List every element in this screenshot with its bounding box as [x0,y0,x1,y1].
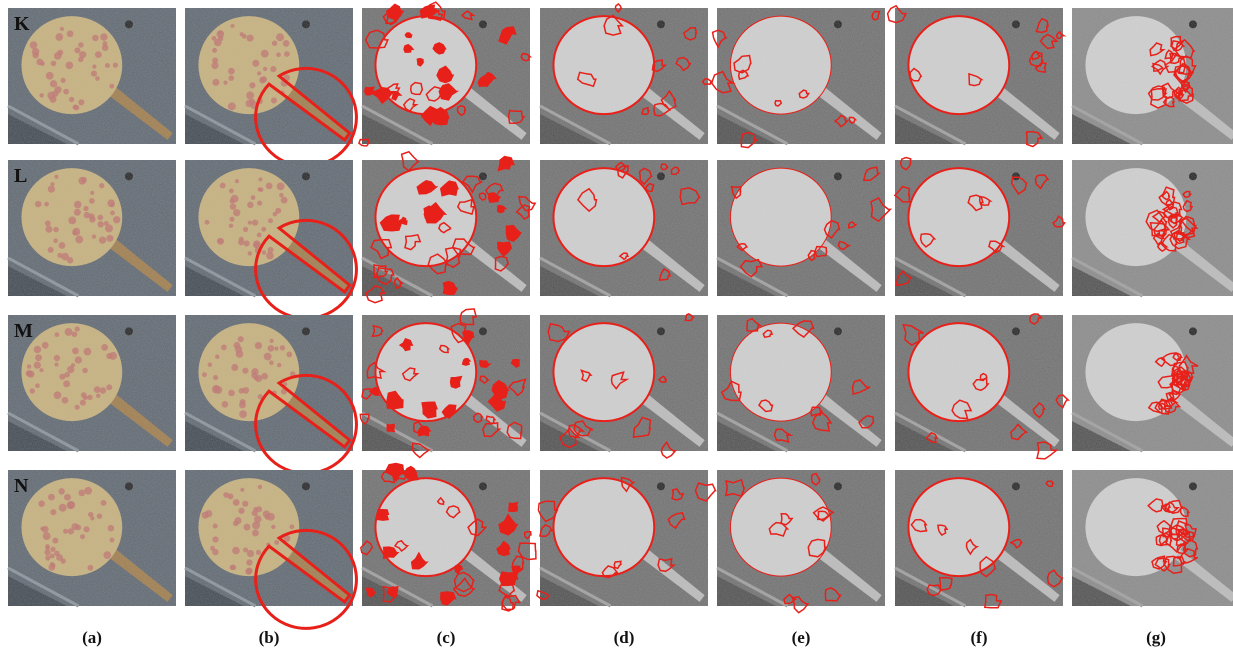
image-panel [888,6,1064,147]
grain [717,8,885,144]
row-label: M [14,320,33,342]
row-label: L [14,165,27,187]
image-panel [185,8,356,166]
column-label: (f) [971,628,988,647]
column-label: (d) [614,628,635,647]
grain [540,160,708,296]
image-panel [895,158,1065,297]
grain [8,315,176,451]
grain [185,315,353,451]
image-panel [8,8,176,144]
grain [1072,8,1233,144]
column-label: (c) [437,628,456,647]
grain [8,160,176,296]
image-panel [8,160,176,296]
column-label: (g) [1146,628,1166,647]
row-label: N [14,475,29,497]
image-panel [537,470,716,606]
image-panel [717,315,885,451]
grain [717,470,885,606]
image-panel [712,8,885,148]
image-panel [185,470,356,628]
image-panel [540,4,712,144]
column-label: (b) [259,628,280,647]
image-panel [8,470,176,606]
segmentation-contour [500,572,518,585]
segmentation-contour [367,588,375,596]
grain [717,160,885,296]
grain [540,8,708,144]
image-panel [360,309,530,458]
figure: K L M N (a) (b) (c) (d) (e) (f) (g) [0,0,1233,652]
segmentation-contour [418,426,430,435]
image-panel [895,470,1063,608]
image-panel [361,464,536,612]
image-panel [1072,315,1233,451]
image-panel [1072,160,1233,296]
grain [8,470,176,606]
image-panel [362,152,535,303]
grain [895,470,1063,606]
image-panel [540,314,708,458]
grain [185,470,353,606]
grain [540,315,708,451]
grain [1072,315,1233,451]
image-panel [8,315,176,451]
grain [185,8,353,144]
image-panel [185,315,356,473]
segmentation-contour [417,59,423,66]
grain [185,160,353,296]
image-panel [359,2,530,146]
segmentation-contour [405,33,411,37]
column-label: (a) [82,628,102,647]
segmentation-contour [463,359,470,365]
image-panel [1072,8,1233,144]
grain [895,160,1063,296]
image-panel [717,470,885,613]
image-panel [185,160,356,318]
image-panel [1072,470,1233,606]
grain [1072,160,1233,296]
grain [1072,470,1233,606]
grain [8,8,176,144]
row-label: K [14,13,30,35]
column-label: (e) [792,628,811,647]
segmentation-contour [378,510,389,520]
segmentation-contour [387,424,394,431]
grain [540,470,708,606]
image-panel [717,160,890,296]
segmentation-contour [498,206,506,213]
segmentation-contour [451,377,462,388]
figure-canvas: K L M N (a) (b) (c) (d) (e) (f) (g) [0,0,1233,652]
segmentation-contour [509,503,517,512]
segmentation-contour [422,402,437,418]
image-panel [540,160,708,296]
grain [895,315,1063,451]
image-panel [895,314,1068,459]
